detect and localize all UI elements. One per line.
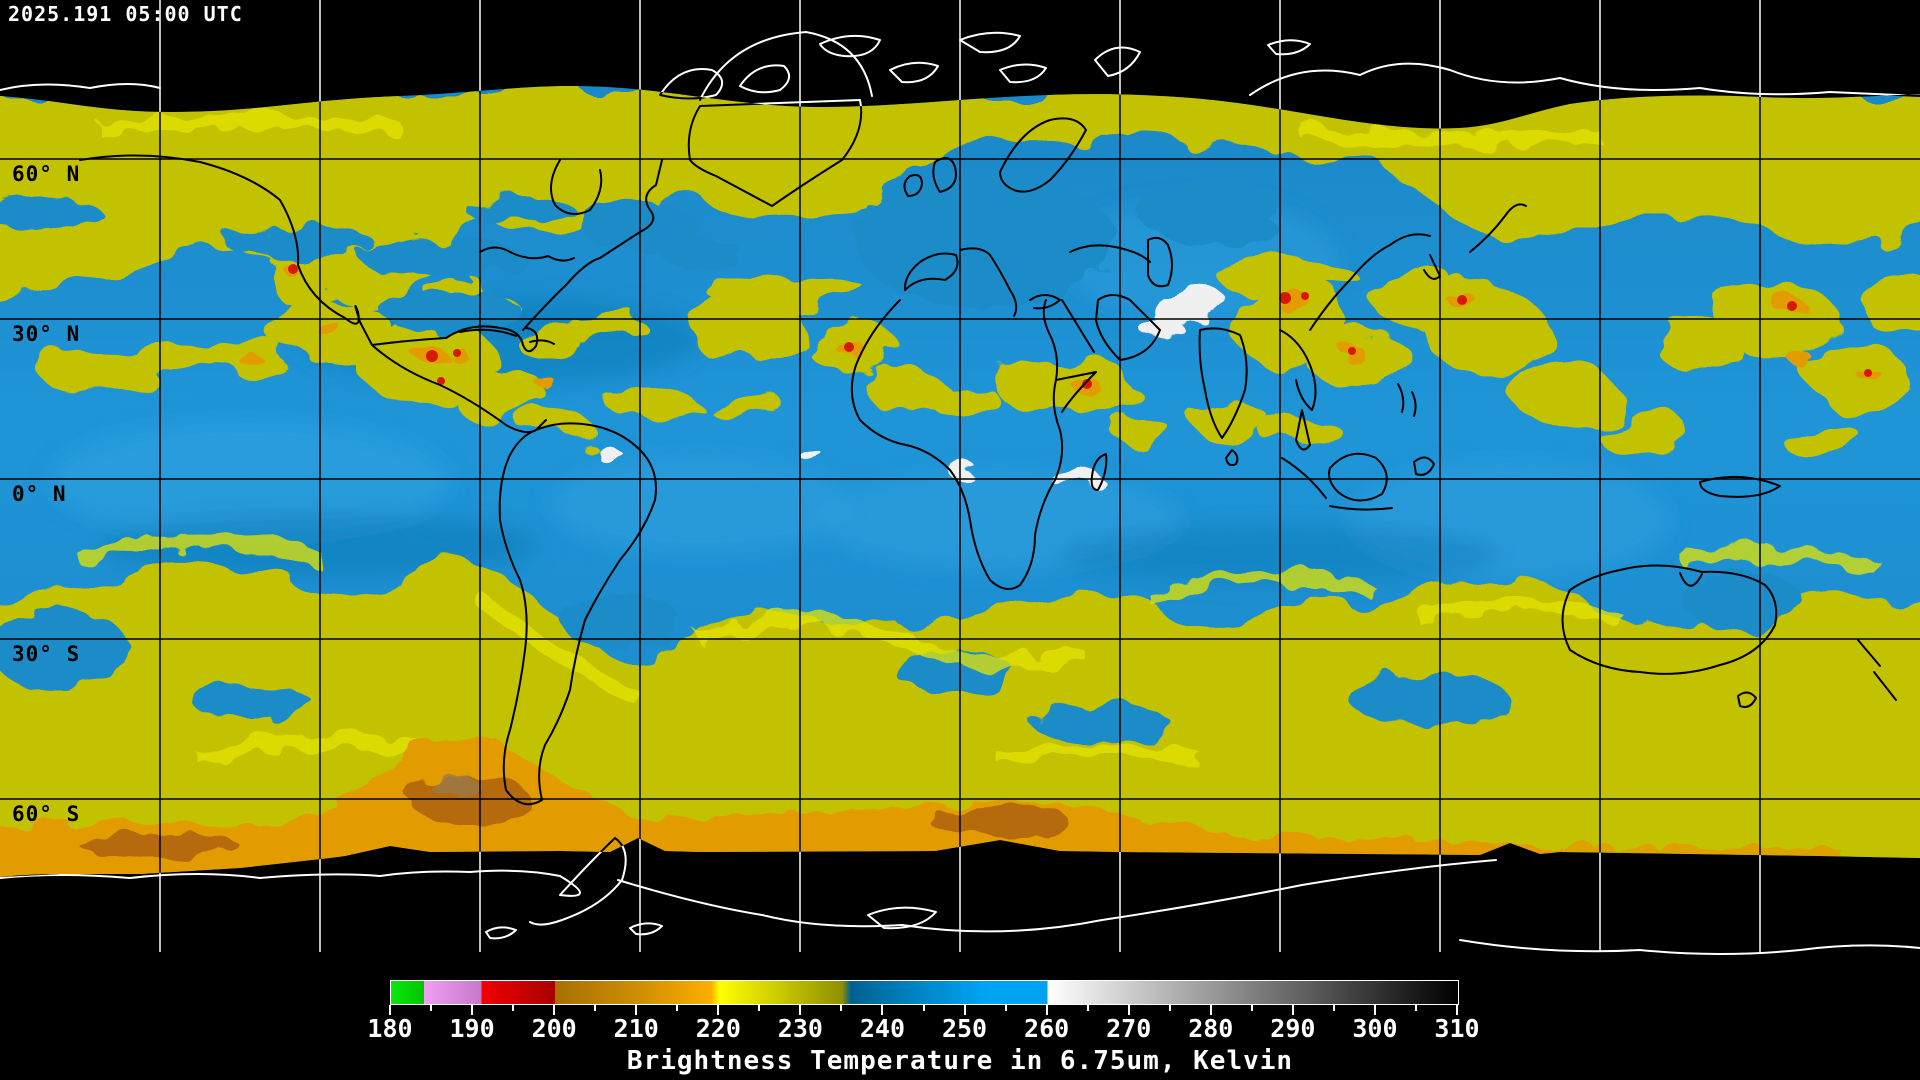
colorbar-major-tick (1456, 1005, 1458, 1015)
colorbar-minor-tick (1332, 1005, 1335, 1011)
colorbar-tick-label: 240 (859, 1014, 906, 1043)
colorbar-minor-tick (512, 1005, 515, 1011)
colorbar-major-tick (1209, 1005, 1212, 1015)
colorbar-tick-label: 310 (1434, 1014, 1480, 1043)
colorbar-tick-label: 270 (1106, 1014, 1152, 1043)
colorbar-minor-tick (1004, 1005, 1007, 1011)
colorbar-tick-label: 280 (1188, 1014, 1234, 1043)
colorbar-minor-tick (758, 1005, 761, 1011)
latitude-label: 0° N (12, 482, 67, 506)
colorbar-tick-label: 210 (613, 1014, 659, 1043)
latitude-label: 60° S (12, 802, 81, 826)
colorbar-legend: 180 190 200 210 220 230 240 250 260 270 280 290 300 3… (0, 962, 1920, 1080)
colorbar-tick-label: 190 (449, 1014, 495, 1043)
colorbar-major-tick (799, 1005, 802, 1015)
latitude-label: 30° N (12, 322, 81, 346)
colorbar-gradient (390, 980, 1459, 1005)
colorbar-major-tick (1291, 1005, 1294, 1015)
graticule-data (0, 0, 1920, 962)
colorbar-minor-tick (1250, 1005, 1253, 1011)
colorbar-minor-tick (430, 1005, 433, 1011)
colorbar-tick-label: 230 (777, 1014, 823, 1043)
colorbar-tick-label: 180 (367, 1014, 413, 1043)
colorbar-tick-label: 200 (531, 1014, 577, 1043)
colorbar-tick-label: 300 (1352, 1014, 1398, 1043)
colorbar-minor-tick (1414, 1005, 1417, 1011)
colorbar-major-tick (471, 1005, 474, 1015)
timestamp-label: 2025.191 05:00 UTC (8, 2, 243, 26)
brightness-temperature-map (0, 0, 1920, 962)
colorbar-major-tick (717, 1005, 720, 1015)
dry-slots-blue (0, 172, 1802, 740)
colorbar-tick-label: 290 (1270, 1014, 1316, 1043)
latitude-label: 60° N (12, 162, 81, 186)
colorbar-tick-label: 260 (1024, 1014, 1070, 1043)
colorbar-major-tick (389, 1005, 391, 1015)
colorbar-major-tick (1127, 1005, 1130, 1015)
colorbar-minor-tick (922, 1005, 925, 1011)
colorbar-minor-tick (1086, 1005, 1089, 1011)
colorbar-major-tick (553, 1005, 556, 1015)
colorbar-minor-tick (676, 1005, 679, 1011)
colorbar-minor-tick (1168, 1005, 1171, 1011)
latitude-label: 30° S (12, 642, 81, 666)
cloud-filaments (77, 113, 1883, 767)
colorbar-minor-tick (594, 1005, 597, 1011)
colorbar-major-tick (881, 1005, 884, 1015)
colorbar-major-tick (635, 1005, 638, 1015)
warm-surface-white (596, 289, 1228, 486)
colorbar-caption: Brightness Temperature in 6.75um, Kelvin (626, 1046, 1294, 1076)
world-map: 2025.191 05:00 UTC 60° N 30° N 0° N 30° S 60… (0, 0, 1920, 962)
convective-cores-red (288, 264, 1872, 389)
colorbar-tick-label: 220 (695, 1014, 741, 1043)
colorbar-major-tick (963, 1005, 966, 1015)
colorbar-minor-tick (840, 1005, 843, 1011)
data-swath (0, 0, 1920, 962)
colorbar-major-tick (1045, 1005, 1048, 1015)
colorbar-major-tick (1373, 1005, 1376, 1015)
colorbar-tick-label: 250 (941, 1014, 988, 1043)
